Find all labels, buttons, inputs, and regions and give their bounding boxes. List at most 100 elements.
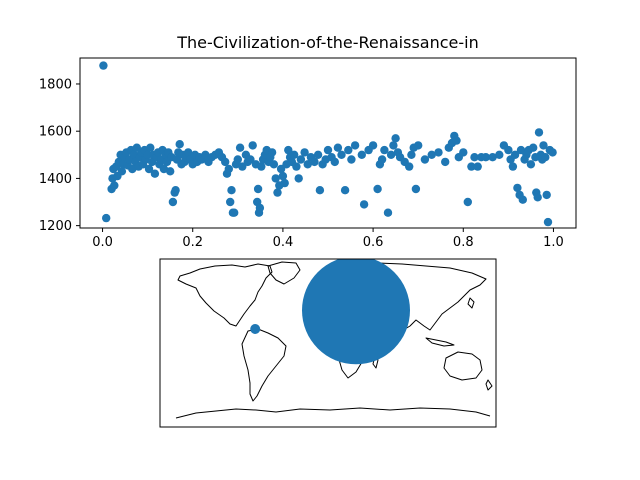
map-markers <box>250 259 410 365</box>
x-tick-label: 0.8 <box>453 235 474 250</box>
scatter-point <box>427 150 436 159</box>
scatter-point <box>380 145 389 155</box>
x-tick-label: 0.6 <box>363 235 384 250</box>
scatter-point <box>230 208 239 217</box>
scatter-point <box>441 157 450 167</box>
scatter-point <box>315 186 325 195</box>
scatter-point <box>150 169 160 178</box>
scatter-point <box>323 145 333 155</box>
chart-title: The-Civilization-of-the-Renaissance-in <box>176 33 478 52</box>
plot-frame <box>79 57 577 229</box>
scatter-point <box>340 186 350 195</box>
scatter-point <box>248 141 257 150</box>
scatter-point <box>541 153 550 162</box>
scatter-point <box>267 148 277 157</box>
map-marker-small <box>250 324 261 334</box>
scatter-point <box>224 164 233 174</box>
scatter-point <box>171 186 180 195</box>
scatter-point <box>110 181 119 190</box>
scatter-point <box>292 162 301 171</box>
scatter-point <box>473 162 482 171</box>
map-frame <box>159 258 497 428</box>
scatter-point <box>310 157 319 167</box>
scatter-point <box>405 162 414 171</box>
scatter-point <box>377 155 387 164</box>
scatter-point <box>246 155 255 164</box>
scatter-point <box>273 188 282 197</box>
scatter-point <box>539 141 548 150</box>
plot-area <box>80 58 576 228</box>
scatter-chart: The-Civilization-of-the-Renaissance-in 0… <box>39 33 577 250</box>
scatter-point <box>383 208 393 217</box>
scatter-point <box>221 157 230 167</box>
north-america-coastline <box>177 263 273 327</box>
x-tick-label: 1.0 <box>543 235 564 250</box>
scatter-point <box>452 136 461 145</box>
scatter-point <box>508 162 518 171</box>
scatter-point <box>414 141 423 150</box>
scatter-point <box>420 155 430 164</box>
scatter-point <box>359 200 369 209</box>
indonesia-coastline <box>425 337 455 347</box>
scatter-point <box>330 157 339 167</box>
scatter-point <box>467 162 476 171</box>
japan-coastline <box>467 297 475 309</box>
y-tick-label: 1200 <box>39 219 72 234</box>
scatter-point <box>300 148 309 157</box>
scatter-point <box>542 190 551 200</box>
scatter-point <box>143 150 152 159</box>
map-marker-large <box>302 259 410 365</box>
x-tick-label: 0.2 <box>182 235 203 250</box>
scatter-point <box>276 164 286 174</box>
scatter-point <box>296 155 306 164</box>
scatter-point <box>518 195 527 204</box>
y-axis: 1200 1400 1600 1800 <box>39 77 80 234</box>
scatter-point <box>226 197 235 207</box>
scatter-point <box>168 197 178 207</box>
scatter-point <box>333 143 343 152</box>
x-tick-label: 0.0 <box>92 235 113 250</box>
scatter-point <box>238 162 247 171</box>
antarctica-coastline <box>175 407 491 419</box>
world-map <box>159 258 497 428</box>
scatter-point <box>463 197 472 207</box>
scatter-point <box>529 143 538 152</box>
scatter-point <box>144 164 154 174</box>
scatter-point <box>184 148 193 157</box>
scatter-point <box>516 145 526 155</box>
scatter-point <box>294 174 303 183</box>
scatter-point <box>117 167 127 176</box>
scatter-point <box>350 141 360 150</box>
scatter-point <box>386 150 396 159</box>
scatter-point <box>313 150 323 159</box>
australia-coastline <box>443 351 483 381</box>
scatter-point <box>175 140 184 149</box>
scatter-point <box>504 145 513 155</box>
scatter-point <box>233 155 242 164</box>
scatter-point <box>373 184 382 194</box>
scatter-point <box>510 150 520 159</box>
scatter-point <box>481 153 490 162</box>
scatter-point <box>128 164 137 174</box>
scatter-point <box>99 61 108 70</box>
scatter-point <box>255 203 265 213</box>
scatter-point <box>548 148 557 157</box>
south-america-coastline <box>241 328 287 402</box>
scatter-point <box>257 162 266 171</box>
scatter-point <box>303 160 312 169</box>
scatter-point <box>534 128 544 137</box>
scatter-point <box>280 178 289 188</box>
scatter-point <box>347 155 356 164</box>
scatter-point <box>526 160 536 169</box>
scatter-point <box>344 145 353 155</box>
scatter-point <box>389 141 398 150</box>
scatter-point <box>434 148 443 157</box>
y-tick-label: 1600 <box>39 125 72 140</box>
y-tick-label: 1800 <box>39 77 72 92</box>
scatter-point <box>284 145 293 155</box>
scatter-point <box>159 164 169 174</box>
scatter-point <box>513 183 522 193</box>
scatter-point <box>290 150 299 159</box>
scatter-point <box>227 186 236 195</box>
